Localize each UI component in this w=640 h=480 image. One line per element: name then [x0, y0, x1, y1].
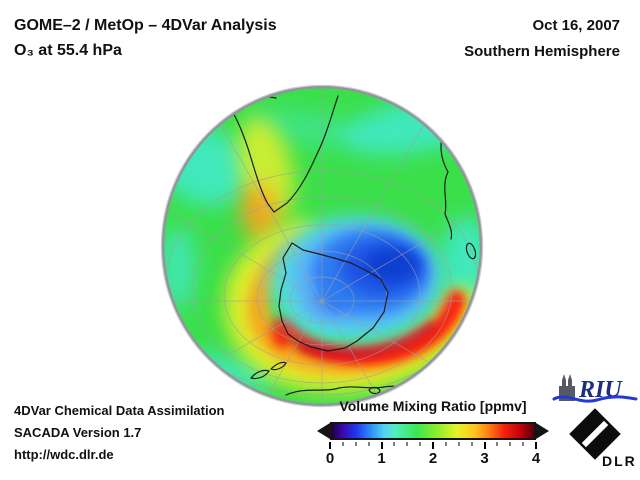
plot-hemisphere: Southern Hemisphere: [464, 43, 620, 60]
colorbar-right-arrow-icon: [536, 423, 549, 439]
riu-logo: RIU: [552, 374, 638, 403]
ozone-field: [163, 87, 481, 405]
coast-new-zealand: [250, 361, 287, 380]
colorbar-tick-labels: 0 1 2 3 4: [326, 450, 540, 467]
colorbar-tick-label-1: 1: [377, 450, 386, 467]
dlr-emblem-icon: [569, 408, 621, 460]
ozone-collar-maximum: [297, 321, 435, 358]
credit-line-assimilation: 4DVar Chemical Data Assimilation: [14, 403, 225, 418]
globe-outer-ring: [160, 84, 484, 408]
colorbar-tick-label-2: 2: [428, 450, 438, 467]
plot-date-block: Oct 16, 2007 Southern Hemisphere: [464, 13, 620, 65]
coast-africa: [440, 123, 453, 240]
plot-title: GOME–2 / MetOp – 4DVar Analysis: [14, 17, 277, 34]
globe-rim: [161, 85, 483, 407]
dlr-logo-text: DLR: [602, 453, 636, 469]
coast-madagascar: [465, 242, 477, 260]
plot-title-block: GOME–2 / MetOp – 4DVar Analysis O₃ at 55…: [14, 13, 277, 63]
credit-line-version: SACADA Version 1.7: [14, 425, 142, 440]
colorbar-gradient: [330, 422, 536, 440]
ozone-hole-minimum: [366, 249, 418, 281]
colorbar-left-arrow-icon: [317, 423, 330, 439]
colorbar-title: Volume Mixing Ratio [ppmv]: [339, 398, 527, 414]
plot-subtitle-level: O₃ at 55.4 hPa: [14, 42, 122, 59]
colorbar-tick-label-4: 4: [531, 450, 541, 467]
colorbar-tick-label-0: 0: [325, 450, 335, 467]
coast-antarctica: [278, 242, 389, 352]
plot-date: Oct 16, 2007: [532, 17, 620, 34]
colorbar-tick-label-3: 3: [480, 450, 489, 467]
credits-block: 4DVar Chemical Data Assimilation SACADA …: [14, 400, 225, 466]
ozone-band-south-america: [237, 117, 295, 243]
riu-wave-icon: [552, 395, 638, 403]
dlr-logo: DLR: [569, 408, 636, 469]
riu-cathedral-icon: [559, 374, 575, 401]
coast-south-america: [226, 95, 339, 213]
colorbar-ticks: [329, 442, 537, 450]
coast-tasmania: [368, 386, 381, 395]
ozone-hole: [269, 218, 441, 342]
credit-line-url: http://wdc.dlr.de: [14, 447, 114, 462]
coast-top-fragment: [387, 90, 418, 97]
